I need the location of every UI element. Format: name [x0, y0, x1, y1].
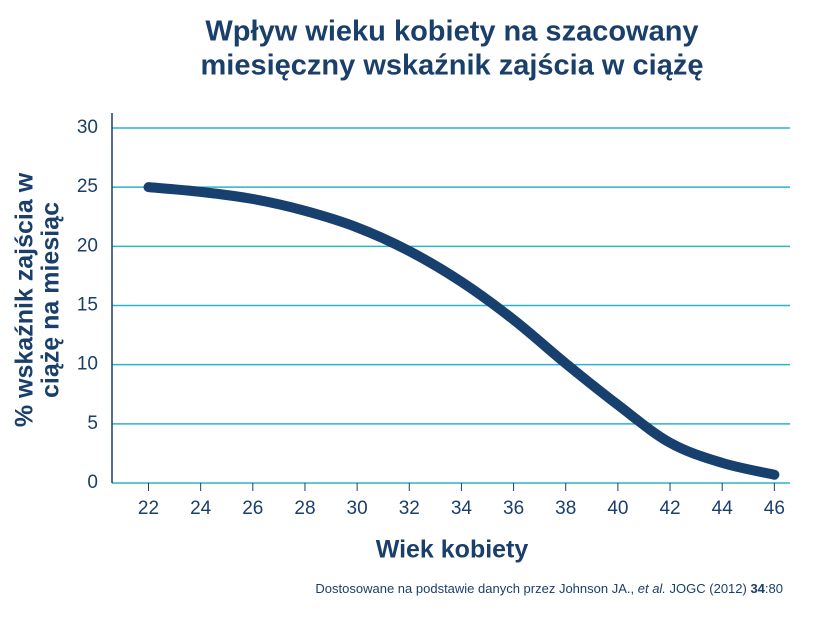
- y-axis-label-line: ciążę na miesiąc: [37, 202, 65, 398]
- x-tick-label: 24: [190, 498, 212, 519]
- x-axis-label: Wiek kobiety: [376, 536, 529, 564]
- x-tick-label: 44: [712, 498, 734, 519]
- y-tick-label: 5: [87, 413, 98, 434]
- y-tick-label: 0: [87, 472, 98, 493]
- y-axis-label-line: % wskaźnik zajścia w: [11, 172, 39, 427]
- x-tick-label: 26: [242, 498, 263, 519]
- x-tick-label: 22: [138, 498, 159, 519]
- x-tick-label: 36: [503, 498, 524, 519]
- chart-title: Wpływ wieku kobiety na szacowany: [205, 16, 698, 48]
- x-tick-label: 40: [607, 498, 628, 519]
- y-tick-label: 30: [77, 117, 98, 138]
- source-part: JOGC (2012): [666, 581, 751, 596]
- y-axis-label: % wskaźnik zajścia w ciążę na miesiąc: [11, 172, 65, 427]
- x-tick-label: 46: [764, 498, 785, 519]
- x-tick-label: 34: [451, 498, 473, 519]
- y-tick-label: 15: [77, 295, 98, 316]
- data-line: [143, 182, 780, 480]
- source-part: et al.: [638, 581, 666, 596]
- x-tick-label: 30: [347, 498, 368, 519]
- y-tick-label: 25: [77, 176, 98, 197]
- source-part: :80: [765, 581, 783, 596]
- chart-title: miesięczny wskaźnik zajścia w ciążę: [201, 50, 704, 82]
- source-part: Dostosowane na podstawie danych przez Jo…: [315, 581, 637, 596]
- x-tick-label: 38: [555, 498, 576, 519]
- y-tick-label: 20: [77, 235, 98, 256]
- x-tick-label: 32: [399, 498, 420, 519]
- source-part: 34: [750, 581, 765, 596]
- x-tick-label: 28: [294, 498, 315, 519]
- x-tick-label: 42: [659, 498, 680, 519]
- y-tick-label: 10: [77, 354, 98, 375]
- source-note: Dostosowane na podstawie danych przez Jo…: [315, 581, 783, 596]
